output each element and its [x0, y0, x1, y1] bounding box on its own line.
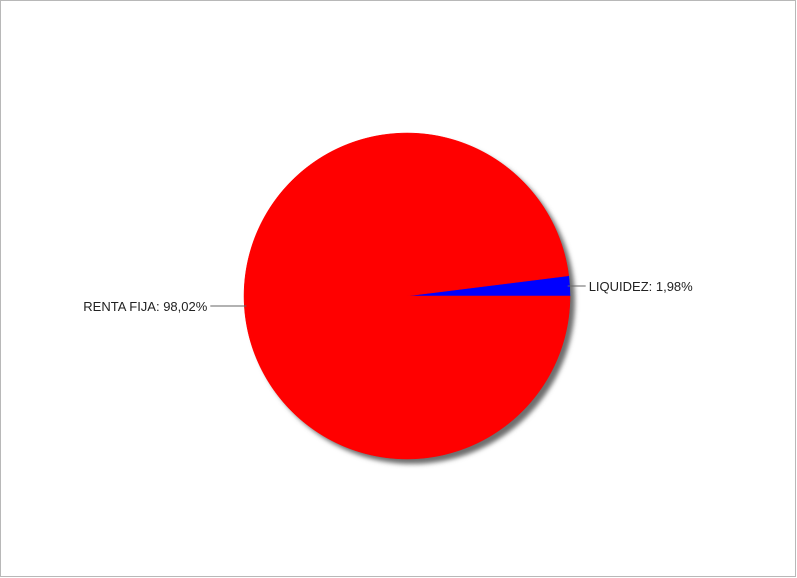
pie-slices [243, 132, 571, 460]
pie-labels: LIQUIDEZ: 1,98% RENTA FIJA: 98,02% [83, 279, 693, 314]
pie-slice-label-1: RENTA FIJA: 98,02% [83, 299, 207, 314]
pie-slice-1 [243, 132, 571, 460]
pie-slice-label-0: LIQUIDEZ: 1,98% [589, 279, 693, 294]
